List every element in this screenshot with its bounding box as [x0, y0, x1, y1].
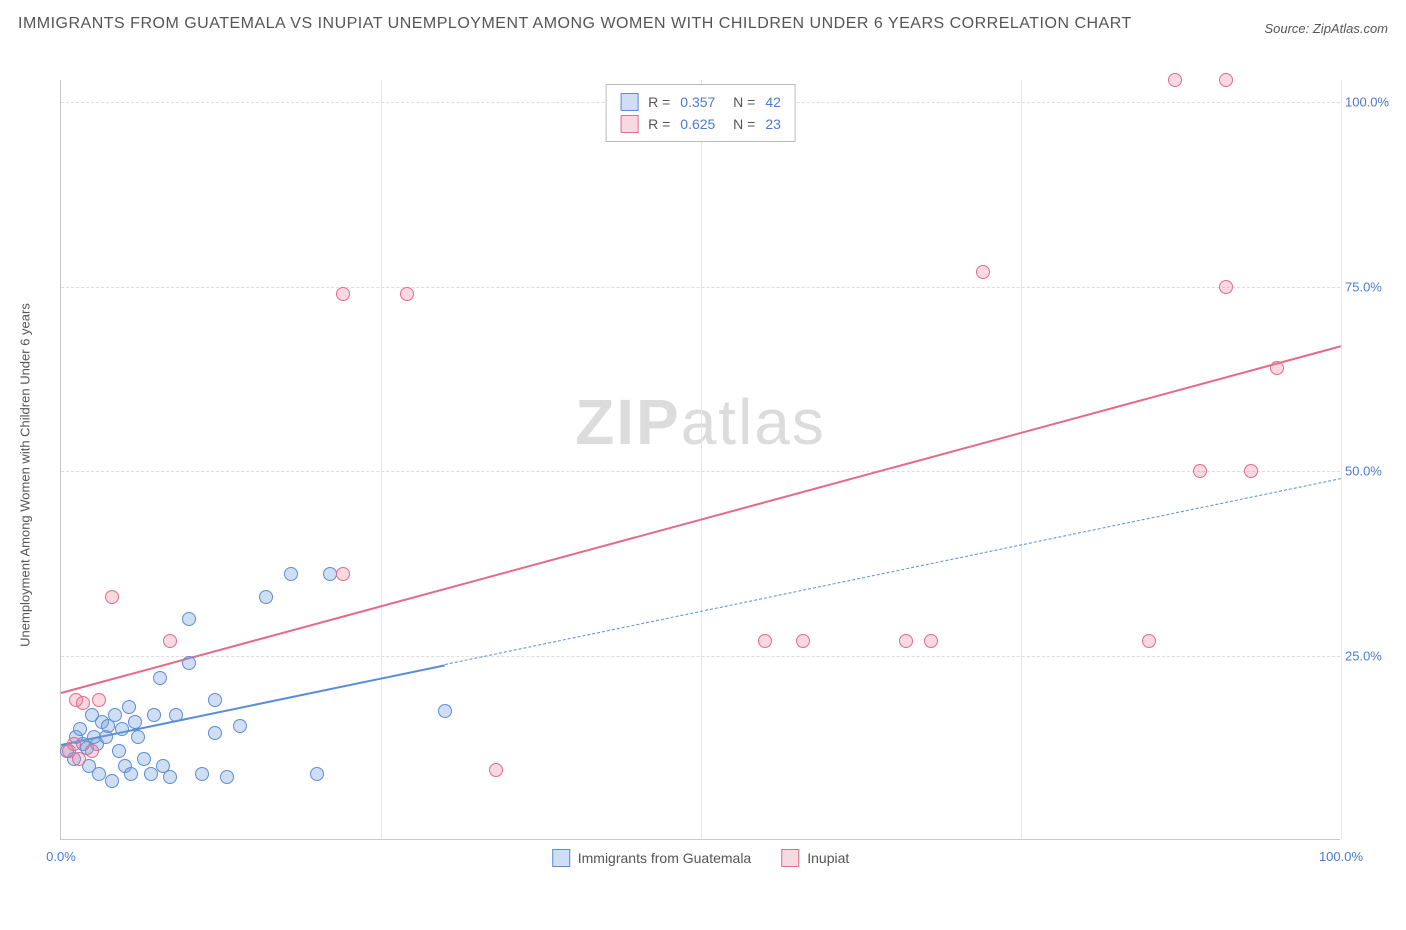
data-point [128, 715, 142, 729]
data-point [92, 693, 106, 707]
legend-n-label: N = [725, 116, 755, 132]
data-point [259, 590, 273, 604]
legend-swatch [552, 849, 570, 867]
data-point [147, 708, 161, 722]
y-tick-label: 25.0% [1345, 648, 1395, 663]
legend-bottom-item: Inupiat [781, 849, 849, 867]
legend-series-label: Inupiat [807, 850, 849, 866]
gridline-v [381, 80, 382, 839]
legend-row: R = 0.625 N = 23 [620, 113, 781, 135]
data-point [108, 708, 122, 722]
data-point [137, 752, 151, 766]
gridline-v [701, 80, 702, 839]
data-point [208, 693, 222, 707]
data-point [1219, 280, 1233, 294]
chart-title: IMMIGRANTS FROM GUATEMALA VS INUPIAT UNE… [18, 12, 1132, 36]
legend-r-label: R = [648, 116, 670, 132]
data-point [1168, 73, 1182, 87]
data-point [105, 774, 119, 788]
legend-swatch [781, 849, 799, 867]
legend-n-value: 42 [765, 94, 781, 110]
data-point [976, 265, 990, 279]
data-point [336, 287, 350, 301]
data-point [85, 744, 99, 758]
legend-swatch [620, 115, 638, 133]
data-point [182, 612, 196, 626]
data-point [169, 708, 183, 722]
data-point [122, 700, 136, 714]
plot-region: ZIPatlas R =0.357 N =42R =0.625 N =23 Im… [60, 80, 1340, 840]
chart-area: Unemployment Among Women with Children U… [50, 80, 1390, 870]
data-point [92, 767, 106, 781]
data-point [67, 737, 81, 751]
y-tick-label: 50.0% [1345, 464, 1395, 479]
data-point [1219, 73, 1233, 87]
watermark-bold: ZIP [575, 386, 681, 458]
legend-r-value: 0.357 [680, 94, 715, 110]
data-point [153, 671, 167, 685]
data-point [924, 634, 938, 648]
legend-swatch [620, 93, 638, 111]
data-point [144, 767, 158, 781]
data-point [1142, 634, 1156, 648]
data-point [220, 770, 234, 784]
data-point [1193, 464, 1207, 478]
data-point [163, 770, 177, 784]
data-point [124, 767, 138, 781]
data-point [489, 763, 503, 777]
legend-r-value: 0.625 [680, 116, 715, 132]
watermark-light: atlas [681, 386, 826, 458]
data-point [105, 590, 119, 604]
gridline-v [1341, 80, 1342, 839]
data-point [310, 767, 324, 781]
legend-r-label: R = [648, 94, 670, 110]
data-point [336, 567, 350, 581]
header: IMMIGRANTS FROM GUATEMALA VS INUPIAT UNE… [0, 0, 1406, 44]
data-point [899, 634, 913, 648]
data-point [112, 744, 126, 758]
data-point [115, 722, 129, 736]
legend-series-label: Immigrants from Guatemala [578, 850, 752, 866]
legend-bottom-item: Immigrants from Guatemala [552, 849, 752, 867]
data-point [163, 634, 177, 648]
source-label: Source: ZipAtlas.com [1264, 21, 1388, 36]
y-axis-label: Unemployment Among Women with Children U… [18, 303, 33, 647]
data-point [76, 696, 90, 710]
data-point [182, 656, 196, 670]
data-point [796, 634, 810, 648]
x-tick-label: 0.0% [46, 849, 76, 864]
legend-row: R = 0.357 N = 42 [620, 91, 781, 113]
data-point [758, 634, 772, 648]
data-point [233, 719, 247, 733]
y-tick-label: 75.0% [1345, 279, 1395, 294]
trend-line [445, 478, 1341, 665]
data-point [438, 704, 452, 718]
data-point [195, 767, 209, 781]
gridline-v [1021, 80, 1022, 839]
x-tick-label: 100.0% [1319, 849, 1363, 864]
legend-n-label: N = [725, 94, 755, 110]
legend-correlation: R = 0.357 N = 42 R = 0.625 N = 23 [605, 84, 796, 142]
legend-n-value: 23 [765, 116, 781, 132]
legend-series: Immigrants from Guatemala Inupiat [552, 849, 850, 867]
data-point [131, 730, 145, 744]
data-point [284, 567, 298, 581]
y-tick-label: 100.0% [1345, 95, 1395, 110]
data-point [208, 726, 222, 740]
data-point [72, 752, 86, 766]
data-point [1270, 361, 1284, 375]
data-point [73, 722, 87, 736]
data-point [400, 287, 414, 301]
data-point [1244, 464, 1258, 478]
